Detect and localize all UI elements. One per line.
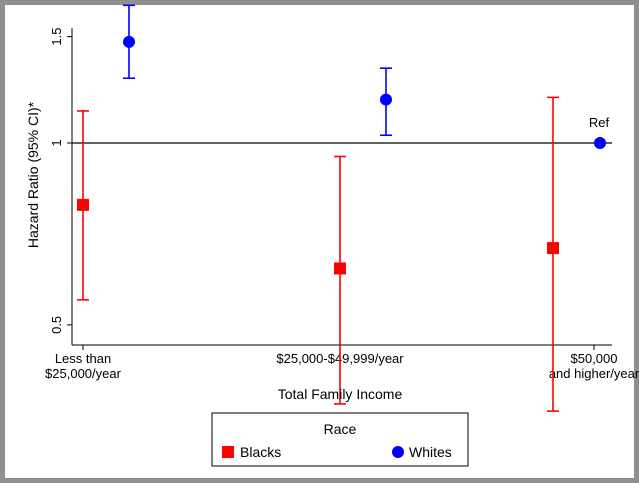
- legend-box: [211, 412, 469, 467]
- legend-marker-blacks: [222, 446, 234, 458]
- y-tick-label: 1: [49, 139, 64, 146]
- data-point-whites: [380, 93, 392, 106]
- x-tick-label: $50,000: [571, 351, 618, 366]
- data-point-whites: [594, 137, 606, 149]
- legend-label-whites: Whites: [409, 444, 452, 460]
- legend-title: Race: [324, 421, 357, 437]
- data-point-whites: [123, 35, 135, 48]
- legend-label-blacks: Blacks: [240, 444, 281, 460]
- data-point-blacks: [334, 262, 346, 275]
- data-point-blacks: [547, 242, 559, 255]
- y-tick-label: 0.5: [49, 316, 64, 334]
- x-tick-label: $25,000/year: [45, 366, 122, 381]
- data-point-blacks: [77, 198, 89, 211]
- x-axis-title: Total Family Income: [278, 386, 403, 402]
- x-tick-label: Less than: [55, 351, 111, 366]
- y-tick-label: 1.5: [49, 28, 64, 46]
- legend-marker-whites: [392, 446, 404, 458]
- y-axis-title: Hazard Ratio (95% CI)*: [25, 101, 41, 248]
- legend: Race Blacks Whites: [211, 412, 469, 467]
- ref-annotation: Ref: [589, 115, 610, 130]
- x-tick-label: and higher/year: [549, 366, 639, 381]
